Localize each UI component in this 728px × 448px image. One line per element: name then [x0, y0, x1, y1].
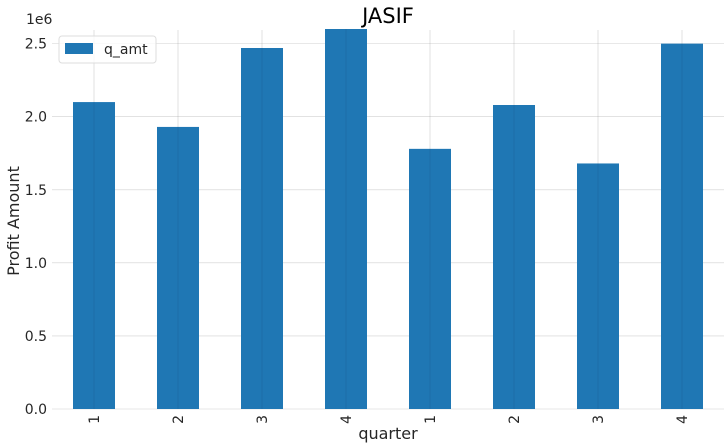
bar: [73, 102, 115, 410]
y-axis-offset-label: 1e6: [26, 12, 53, 28]
bar: [325, 29, 367, 409]
bar: [661, 43, 703, 409]
x-tick-label: 4: [339, 415, 355, 424]
x-tick-label: 1: [423, 415, 439, 424]
y-tick-label: 2.5: [25, 37, 47, 53]
x-tick-label: 4: [675, 415, 691, 424]
grid-lines: [52, 30, 724, 410]
x-tick-label: 2: [171, 415, 187, 424]
x-tick-label: 1: [87, 415, 103, 424]
legend-label: q_amt: [104, 42, 148, 58]
x-tick-label: 3: [591, 415, 607, 424]
x-axis-label: quarter: [358, 424, 418, 443]
legend-swatch: [65, 43, 93, 54]
y-tick-label: 1.0: [25, 256, 47, 272]
y-tick-label: 0.5: [25, 329, 47, 345]
y-axis-label: Profit Amount: [4, 166, 23, 276]
bar: [577, 163, 619, 409]
bars: [73, 29, 703, 410]
x-tick-label: 3: [255, 415, 271, 424]
legend-frame: [58, 35, 157, 64]
bar: [241, 48, 283, 409]
y-tick-labels: 0.0 0.5 1.0 1.5 2.0 2.5: [25, 37, 47, 418]
legend: q_amt: [58, 35, 157, 64]
bar: [409, 148, 451, 409]
bar: [493, 105, 535, 409]
x-tick-label: 2: [507, 415, 523, 424]
x-tick-labels: 1 2 3 4 1 2 3 4: [87, 415, 691, 424]
chart-title: JASIF: [360, 4, 414, 28]
y-tick-label: 0.0: [25, 402, 47, 418]
bar: [157, 126, 199, 409]
y-tick-label: 1.5: [25, 183, 47, 199]
y-tick-label: 2.0: [25, 110, 47, 126]
